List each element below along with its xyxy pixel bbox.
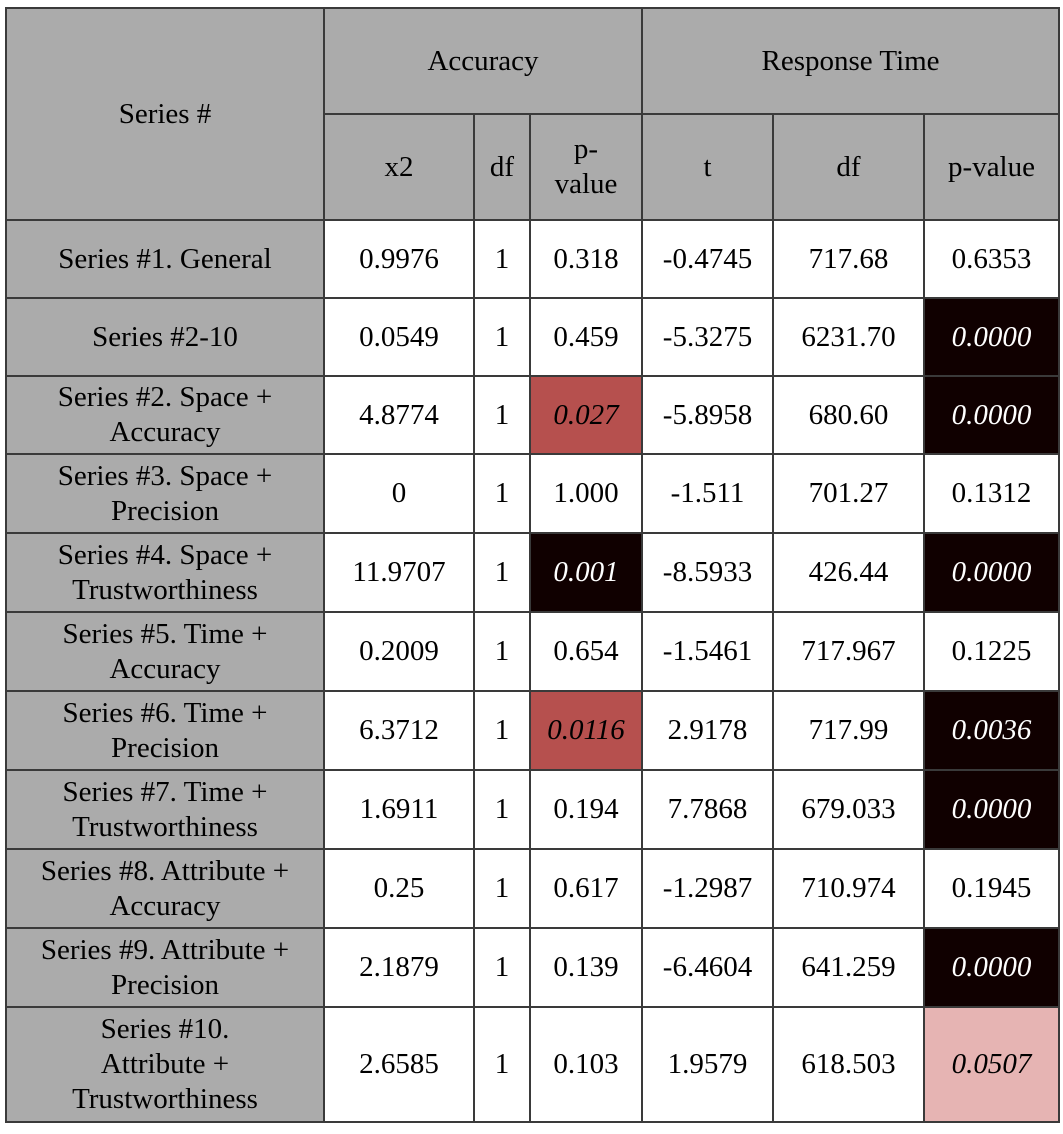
response-df-value: 426.44 [772,532,926,613]
response-p-value: 0.6353 [923,219,1061,299]
table-row: Series #9. Attribute + Precision 2.1879 … [5,927,1061,1008]
accuracy-df-value: 1 [473,375,531,455]
series-name: Series #7. Time + Trustworthiness [5,769,325,850]
response-df-value: 641.259 [772,927,926,1008]
t-column-header: t [641,113,775,221]
table-row: Series #6. Time + Precision 6.3712 1 0.0… [5,690,1061,771]
x2-value: 2.6585 [323,1006,475,1123]
accuracy-p-value: 0.654 [528,611,644,692]
x2-column-header: x2 [323,113,475,221]
x2-value: 2.1879 [323,927,475,1008]
accuracy-df-value: 1 [473,532,531,613]
series-name: Series #10. Attribute + Trustworthiness [5,1006,325,1123]
response-p-value: 0.0507 [923,1006,1061,1123]
response-df-value: 717.68 [772,219,926,299]
table-row: Series #5. Time + Accuracy 0.2009 1 0.65… [5,611,1061,692]
x2-value: 6.3712 [323,690,475,771]
t-value: 2.9178 [641,690,775,771]
series-name: Series #3. Space + Precision [5,453,325,534]
accuracy-df-value: 1 [473,611,531,692]
response-df-value: 717.967 [772,611,926,692]
t-value: -1.511 [641,453,775,534]
series-name: Series #2-10 [5,297,325,377]
x2-value: 0.2009 [323,611,475,692]
accuracy-p-value: 0.194 [528,769,644,850]
response-p-value-column-header: p-value [923,113,1061,221]
response-p-value: 0.1225 [923,611,1061,692]
t-value: 1.9579 [641,1006,775,1123]
t-value: -8.5933 [641,532,775,613]
response-p-value: 0.1945 [923,848,1061,929]
accuracy-df-column-header: df [473,113,531,221]
response-df-value: 717.99 [772,690,926,771]
accuracy-df-value: 1 [473,769,531,850]
series-name: Series #6. Time + Precision [5,690,325,771]
t-value: -5.8958 [641,375,775,455]
table-row: Series #1. General 0.9976 1 0.318 -0.474… [5,219,1061,299]
accuracy-p-value: 1.000 [528,453,644,534]
accuracy-p-value: 0.318 [528,219,644,299]
response-time-group-header: Response Time [641,7,1061,115]
series-name: Series #5. Time + Accuracy [5,611,325,692]
response-p-value: 0.0000 [923,532,1061,613]
statistics-table: Series # Accuracy Response Time x2 df p-… [5,7,1061,1123]
accuracy-df-value: 1 [473,848,531,929]
response-df-value: 680.60 [772,375,926,455]
table-row: Series #4. Space + Trustworthiness 11.97… [5,532,1061,613]
response-p-value: 0.0000 [923,769,1061,850]
t-value: -0.4745 [641,219,775,299]
t-value: 7.7868 [641,769,775,850]
x2-value: 0.0549 [323,297,475,377]
table-row: Series #8. Attribute + Accuracy 0.25 1 0… [5,848,1061,929]
response-df-value: 710.974 [772,848,926,929]
x2-value: 0.25 [323,848,475,929]
table-row: Series #2-10 0.0549 1 0.459 -5.3275 6231… [5,297,1061,377]
accuracy-df-value: 1 [473,297,531,377]
response-df-value: 6231.70 [772,297,926,377]
series-name: Series #9. Attribute + Precision [5,927,325,1008]
series-name: Series #1. General [5,219,325,299]
response-p-value: 0.1312 [923,453,1061,534]
x2-value: 0 [323,453,475,534]
response-p-value: 0.0000 [923,297,1061,377]
x2-value: 0.9976 [323,219,475,299]
accuracy-p-value: 0.617 [528,848,644,929]
accuracy-p-value: 0.103 [528,1006,644,1123]
response-p-value: 0.0000 [923,927,1061,1008]
accuracy-p-value: 0.027 [528,375,644,455]
series-name: Series #8. Attribute + Accuracy [5,848,325,929]
series-column-header: Series # [5,7,325,221]
accuracy-df-value: 1 [473,453,531,534]
response-p-value: 0.0000 [923,375,1061,455]
table-row: Series #3. Space + Precision 0 1 1.000 -… [5,453,1061,534]
accuracy-group-header: Accuracy [322,7,644,115]
response-df-column-header: df [772,113,926,221]
table-row: Series #2. Space + Accuracy 4.8774 1 0.0… [5,375,1061,455]
accuracy-p-value: 0.001 [528,532,644,613]
table-row: Series #7. Time + Trustworthiness 1.6911… [5,769,1061,850]
t-value: -5.3275 [641,297,775,377]
x2-value: 11.9707 [323,532,475,613]
t-value: -1.5461 [641,611,775,692]
series-name: Series #4. Space + Trustworthiness [5,532,325,613]
table-row: Series #10. Attribute + Trustworthiness … [5,1006,1061,1123]
accuracy-p-value-column-header: p-value [528,113,644,221]
accuracy-df-value: 1 [473,219,531,299]
response-df-value: 701.27 [772,453,926,534]
response-p-value: 0.0036 [923,690,1061,771]
t-value: -6.4604 [641,927,775,1008]
t-value: -1.2987 [641,848,775,929]
accuracy-df-value: 1 [473,927,531,1008]
series-name: Series #2. Space + Accuracy [5,375,325,455]
response-df-value: 618.503 [772,1006,926,1123]
accuracy-p-value: 0.139 [528,927,644,1008]
response-df-value: 679.033 [772,769,926,850]
accuracy-df-value: 1 [473,690,531,771]
accuracy-p-value: 0.459 [528,297,644,377]
x2-value: 1.6911 [323,769,475,850]
accuracy-p-value: 0.0116 [528,690,644,771]
accuracy-df-value: 1 [473,1006,531,1123]
x2-value: 4.8774 [323,375,475,455]
